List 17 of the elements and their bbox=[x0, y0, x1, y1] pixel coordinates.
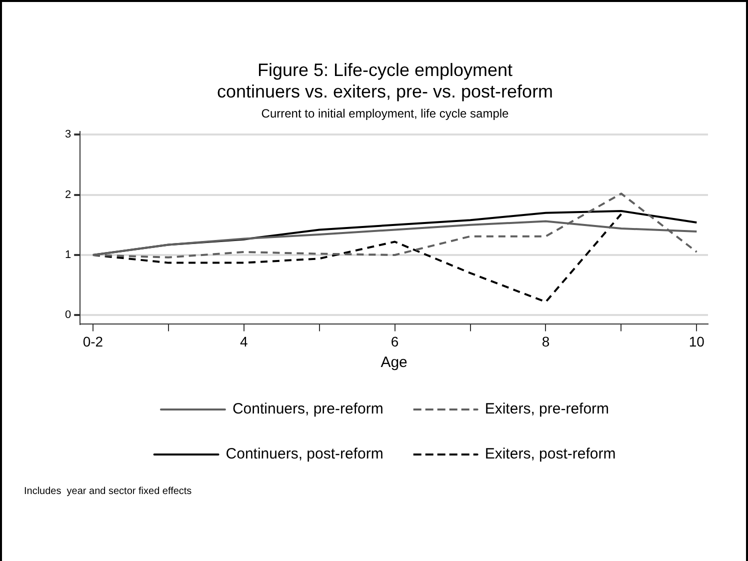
y-tick-label: 2 bbox=[64, 188, 72, 201]
x-tick-label: 6 bbox=[390, 333, 399, 350]
legend-label: Continuers, pre-reform bbox=[232, 400, 384, 418]
chart-title: Figure 5: Life-cycle employment continuers vs. exiters, pre- vs. post-reform bbox=[216, 60, 554, 102]
legend-label: Continuers, post-reform bbox=[226, 446, 384, 463]
y-tick-label: 1 bbox=[64, 249, 72, 262]
x-tick-label: 4 bbox=[240, 333, 248, 350]
chart-subtitle: Current to initial employment, life cycle sample bbox=[261, 106, 510, 121]
y-tick-label: 0 bbox=[64, 309, 72, 322]
legend-label: Exiters, post-reform bbox=[484, 446, 616, 463]
text: Includes year and sector fixed effects bbox=[24, 486, 192, 497]
legend-label: Exiters, pre-reform bbox=[484, 400, 610, 418]
x-axis-title: Age bbox=[380, 354, 408, 372]
x-tick-label: 10 bbox=[688, 333, 705, 350]
y-tick-label: 3 bbox=[64, 128, 72, 141]
x-tick-label: 0-2 bbox=[82, 333, 104, 350]
x-tick-label: 8 bbox=[542, 333, 550, 350]
